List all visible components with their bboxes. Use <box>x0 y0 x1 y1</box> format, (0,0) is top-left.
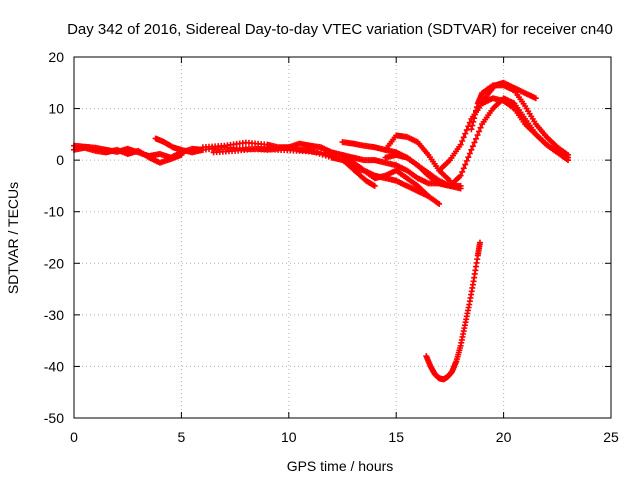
data-point <box>457 172 464 179</box>
data-point <box>466 150 473 157</box>
data-point <box>178 151 185 158</box>
y-axis-label: SDTVAR / TECUs <box>5 182 21 294</box>
y-tick-label: 0 <box>56 152 64 168</box>
data-point <box>474 132 481 139</box>
series-track-7 <box>339 151 443 207</box>
data-point <box>472 111 479 118</box>
series-track-13 <box>479 79 539 107</box>
data-point <box>460 134 467 141</box>
x-tick-label: 25 <box>603 429 619 445</box>
y-tick-label: 10 <box>48 101 64 117</box>
data-point <box>532 95 539 102</box>
data-point <box>436 200 443 207</box>
series-track-11 <box>436 95 572 174</box>
data-point <box>473 104 480 111</box>
axis-ticks: 0 5 10 15 20 25 -50 -40 -30 -20 -10 0 10 20 <box>44 49 619 445</box>
data-point <box>465 154 472 161</box>
data-point <box>462 161 469 168</box>
data-point <box>468 126 475 133</box>
chart-title: Day 342 of 2016, Sidereal Day-to-day VTE… <box>67 21 613 38</box>
x-tick-label: 10 <box>281 429 297 445</box>
data-point <box>472 135 479 142</box>
y-tick-label: -50 <box>44 410 64 426</box>
data-point <box>468 146 475 153</box>
y-tick-label: -40 <box>44 358 64 374</box>
data-point <box>476 239 483 246</box>
series-track-8 <box>345 162 378 189</box>
data-point <box>457 141 464 148</box>
data-point <box>463 157 470 164</box>
data-point <box>469 122 476 129</box>
x-tick-label: 20 <box>496 429 512 445</box>
data-point <box>476 128 483 135</box>
data-point <box>460 165 467 172</box>
data-point <box>565 151 572 158</box>
x-tick-label: 0 <box>70 429 78 445</box>
data-point <box>459 137 466 144</box>
series-track-14 <box>423 239 483 383</box>
plot-frame <box>73 56 612 419</box>
x-axis-label: GPS time / hours <box>287 458 394 474</box>
y-tick-label: -20 <box>44 255 64 271</box>
data-point <box>471 115 478 122</box>
data-point <box>325 153 332 160</box>
data-point <box>457 185 464 192</box>
data-point <box>470 118 477 125</box>
data-point <box>462 130 469 137</box>
data-point <box>472 107 479 114</box>
y-tick-label: 20 <box>48 49 64 65</box>
x-tick-label: 15 <box>388 429 404 445</box>
data-point <box>469 143 476 150</box>
x-tick-label: 5 <box>178 429 186 445</box>
data-point <box>471 139 478 146</box>
data-point <box>371 182 378 189</box>
y-tick-label: -10 <box>44 204 64 220</box>
y-tick-label: -30 <box>44 307 64 323</box>
data-point <box>459 168 466 175</box>
data-point <box>477 124 484 131</box>
series-track-9 <box>382 132 453 184</box>
